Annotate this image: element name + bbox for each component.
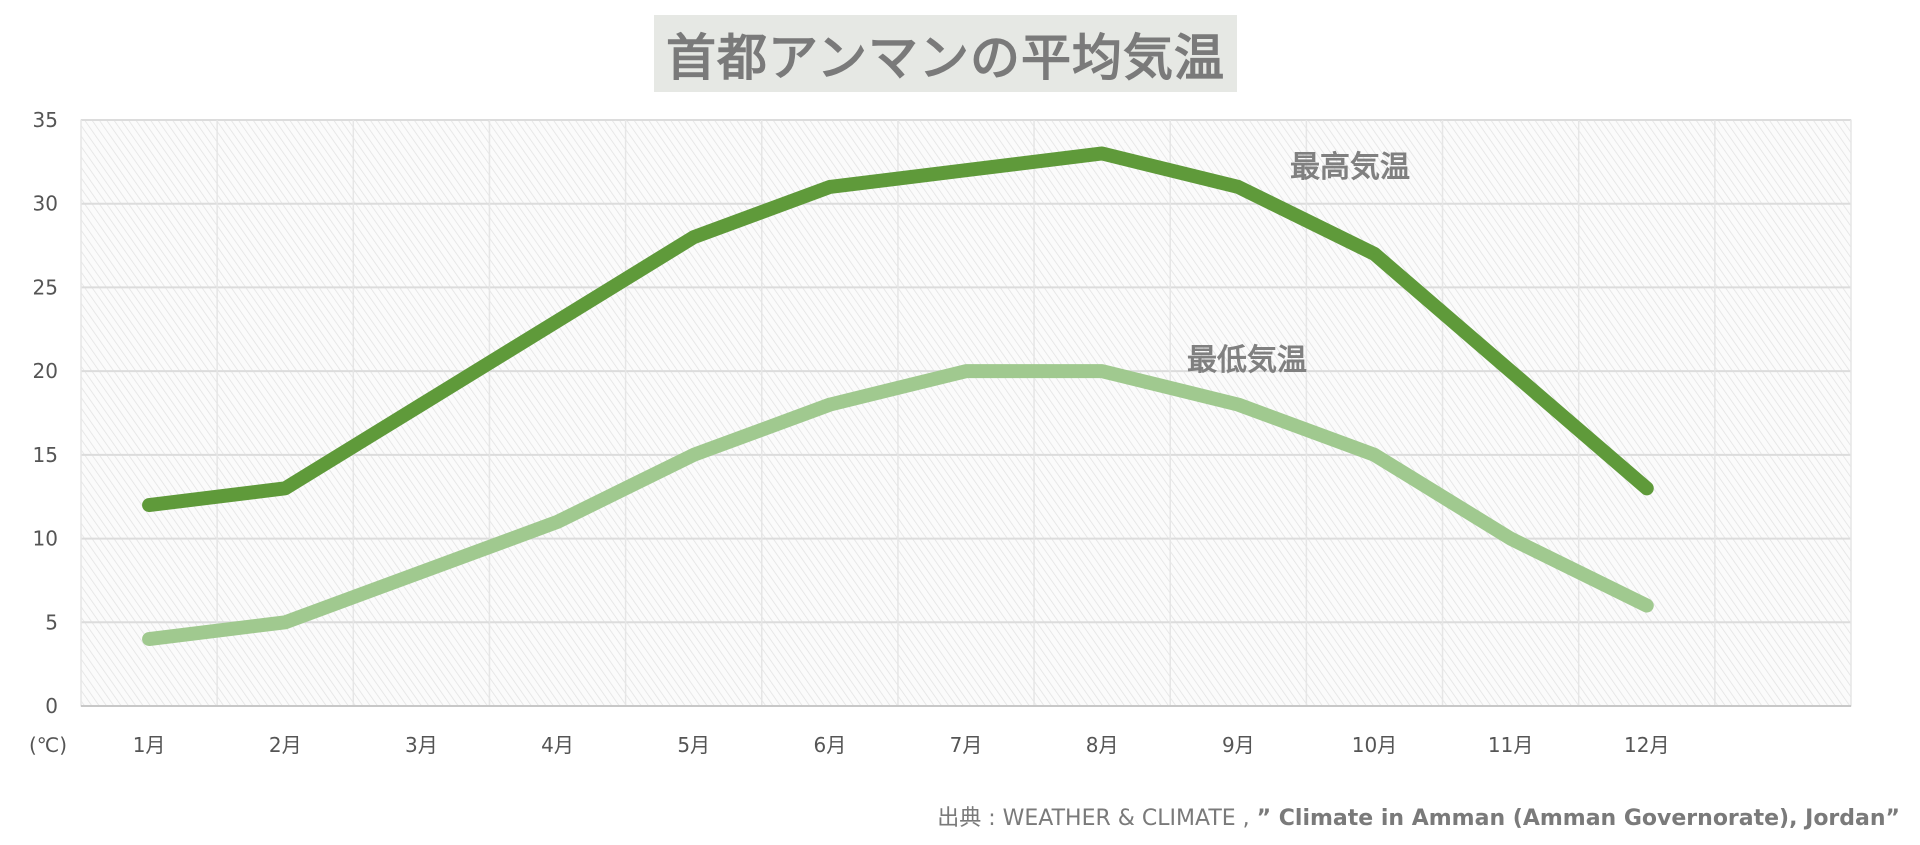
data-point — [420, 403, 423, 406]
data-point — [1645, 487, 1648, 490]
data-point — [1101, 370, 1104, 373]
x-tick-label: 6月 — [813, 733, 846, 757]
source-note: 出典 : WEATHER & CLIMATE , ” Climate in Am… — [937, 800, 1900, 832]
chart-title: 首都アンマンの平均気温 — [666, 28, 1225, 87]
data-point — [965, 169, 967, 172]
data-point — [828, 403, 831, 406]
data-point — [284, 621, 287, 624]
data-point — [420, 571, 423, 574]
x-tick-label: 8月 — [1086, 733, 1119, 757]
data-point — [1645, 604, 1648, 607]
x-tick-label: 5月 — [677, 733, 710, 757]
x-tick-label: 10月 — [1352, 733, 1397, 757]
data-point — [284, 487, 287, 490]
data-point — [1101, 152, 1104, 155]
data-point — [556, 520, 559, 523]
data-point — [1509, 370, 1512, 373]
y-tick-label: 5 — [45, 610, 58, 634]
y-axis-unit: (℃) — [29, 733, 67, 757]
series-line-max — [142, 146, 1654, 513]
data-point — [828, 185, 831, 188]
data-point — [148, 638, 151, 641]
data-point — [1237, 185, 1240, 188]
series-label-max: 最高気温 — [1290, 150, 1410, 185]
series-label-min: 最低気温 — [1187, 343, 1307, 378]
source-prefix: 出典 : WEATHER & CLIMATE , — [937, 806, 1257, 831]
data-point — [1237, 403, 1240, 406]
x-tick-label: 12月 — [1624, 733, 1669, 757]
data-point — [1373, 252, 1376, 255]
y-tick-label: 30 — [33, 192, 58, 216]
y-tick-label: 25 — [33, 275, 58, 299]
x-tick-label: 2月 — [269, 733, 302, 757]
data-point — [965, 370, 967, 373]
x-tick-label: 1月 — [133, 733, 166, 757]
y-tick-label: 20 — [33, 359, 58, 383]
data-point — [1373, 453, 1376, 456]
y-tick-label: 0 — [45, 694, 58, 718]
y-tick-label: 10 — [33, 527, 58, 551]
series-line-min — [142, 364, 1654, 647]
data-point — [556, 319, 559, 322]
source-title: ” Climate in Amman (Amman Governorate), … — [1256, 806, 1900, 831]
x-tick-label: 11月 — [1488, 733, 1533, 757]
data-point — [692, 236, 695, 239]
plot-area — [80, 119, 1852, 707]
x-tick-label: 7月 — [950, 733, 983, 757]
data-point — [1509, 537, 1512, 540]
y-tick-label: 15 — [33, 443, 58, 467]
y-tick-label: 35 — [33, 108, 58, 132]
chart-title-box: 首都アンマンの平均気温 — [654, 15, 1237, 92]
x-tick-label: 9月 — [1222, 733, 1255, 757]
x-tick-label: 4月 — [541, 733, 574, 757]
x-tick-label: 3月 — [405, 733, 438, 757]
data-point — [148, 504, 151, 507]
data-point — [692, 453, 695, 456]
